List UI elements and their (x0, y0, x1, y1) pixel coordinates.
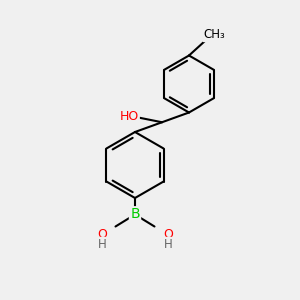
Text: HO: HO (119, 110, 139, 123)
Text: B: B (130, 208, 140, 221)
Text: CH₃: CH₃ (204, 28, 225, 41)
Text: H: H (164, 238, 172, 251)
Text: O: O (97, 227, 107, 241)
Text: O: O (163, 227, 173, 241)
Text: H: H (98, 238, 106, 251)
